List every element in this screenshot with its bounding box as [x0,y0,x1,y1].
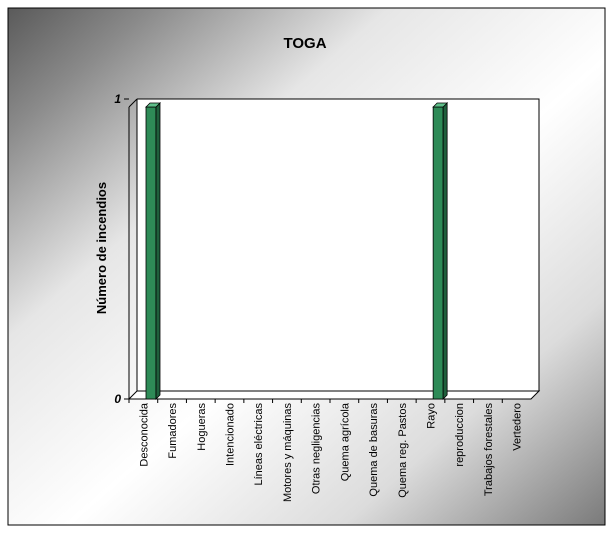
bar-desconocida [145,102,161,400]
bars-group [145,102,449,400]
bar-front [145,106,157,400]
plot-floor [127,390,541,400]
y-axis-label: Número de incendios [94,182,109,314]
bar-side [442,102,448,400]
x-tick-label: Fumadores [167,403,179,459]
bar-front [432,106,444,400]
x-tick-label: Quema de basuras [368,403,380,497]
y-ticks: 1 0 [114,92,129,406]
x-tick-label: Intencionado [225,403,237,466]
x-tick-label: Quema agrícola [339,402,351,481]
y-tick-label-1: 1 [114,92,121,106]
chart-title: TOGA [283,35,326,52]
y-tick-label-0: 0 [114,392,121,406]
bar-top [145,102,161,108]
x-tick-label: Trabajos forestales [483,403,495,497]
x-tick-label: Quema reg. Pastos [397,403,409,498]
x-tick-label: Motores y máquinas [282,403,294,503]
x-tick-label: Hogueras [196,403,208,451]
x-tick-label: Desconocida [138,402,150,466]
x-tick-label: reproduccion [454,403,466,467]
x-tick-label: Rayo [426,403,438,429]
y-axis-depth-top [128,98,138,108]
x-tick-label: Otras negligencias [311,403,323,495]
x-tick-label: Vertedero [512,403,524,451]
x-tick-label: Líneas eléctricas [253,403,265,486]
bar-top [432,102,449,108]
plot-back-wall [136,98,540,392]
plot-frame [127,98,541,400]
x-tick-labels: Desconocida Fumadores Hogueras Intencionado… [128,399,524,503]
bar-rayo [432,102,449,400]
bar-side [155,102,161,400]
